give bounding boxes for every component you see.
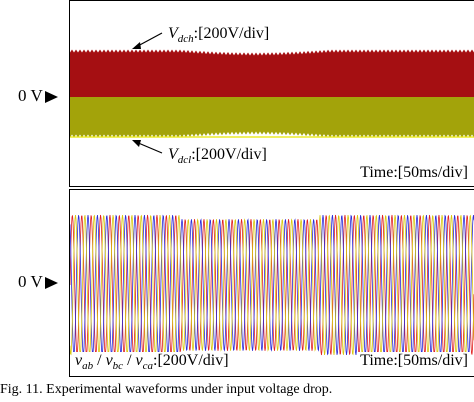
top-zero-marker: 0 V <box>18 86 58 106</box>
top-zero-text: 0 V <box>18 86 43 105</box>
vdcl-band <box>70 97 474 138</box>
vdcl-scale: :[200V/div] <box>191 146 267 163</box>
vdch-band <box>70 49 474 97</box>
vdch-pointer-head <box>132 42 141 49</box>
vdch-symbol: V <box>168 25 178 42</box>
phase-ca-trace <box>70 214 474 356</box>
vca-subscript: ca <box>142 360 154 373</box>
bottom-zero-marker: 0 V <box>18 272 58 292</box>
vdcl-label: Vdcl:[200V/div] <box>166 146 269 167</box>
vdch-subscript: dch <box>177 33 194 46</box>
phase-bc-trace <box>70 214 474 356</box>
figure-caption: Fig. 11. Experimental waveforms under in… <box>0 382 333 397</box>
bottom-zero-text: 0 V <box>18 272 43 291</box>
ac-scale: :[200V/div] <box>153 352 229 369</box>
vbc-symbol: v <box>105 352 113 369</box>
vdch-label: Vdch:[200V/div] <box>166 25 272 46</box>
vca-symbol: v <box>135 352 143 369</box>
vbc-subscript: bc <box>112 360 124 373</box>
ac-signals-label: vab / vbc / vca:[200V/div] <box>73 352 231 373</box>
vab-symbol: v <box>75 352 83 369</box>
dc-voltage-waveforms <box>70 32 474 154</box>
phase-ab-trace <box>70 214 474 356</box>
dc-voltage-scope-panel: Vdch:[200V/div] Vdcl:[200V/div] Time:[50… <box>69 0 474 187</box>
vdch-scale: :[200V/div] <box>193 25 270 42</box>
ac-voltage-waveforms <box>70 214 474 356</box>
arrow-right-icon <box>44 277 58 290</box>
vdcl-pointer <box>135 141 163 154</box>
vdcl-symbol: V <box>168 146 178 163</box>
vab-subscript: ab <box>82 360 94 373</box>
vdcl-subscript: dcl <box>177 154 192 167</box>
bottom-time-label: Time:[50ms/div] <box>358 352 470 370</box>
vdcl-pointer-head <box>132 140 141 147</box>
top-time-label: Time:[50ms/div] <box>358 164 470 182</box>
ac-voltage-scope-panel: vab / vbc / vca:[200V/div] Time:[50ms/di… <box>69 189 474 377</box>
arrow-right-icon <box>44 91 58 104</box>
